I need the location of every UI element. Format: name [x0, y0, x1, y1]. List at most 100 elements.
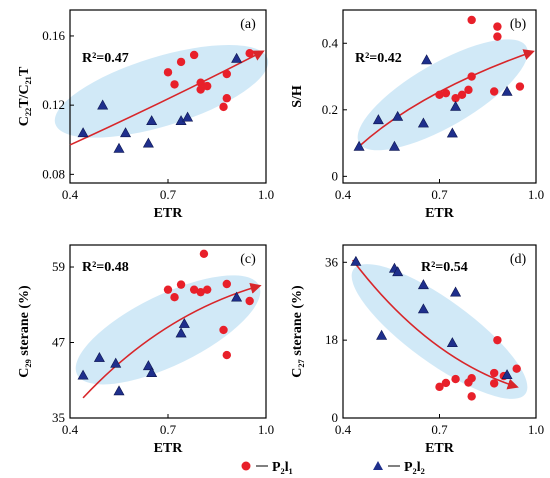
point-p2l1	[170, 293, 179, 302]
x-tick-label: 0.4	[62, 422, 79, 437]
y-axis-label: S/H	[290, 85, 305, 108]
point-p2l2	[110, 357, 122, 368]
point-p2l2	[392, 266, 404, 277]
x-axis-label: ETR	[425, 441, 455, 456]
point-p2l1	[464, 85, 473, 95]
point-p2l1	[493, 32, 502, 41]
point-p2l2	[350, 255, 362, 266]
x-tick-label: 0.7	[160, 422, 177, 437]
point-p2l1	[489, 87, 499, 96]
y-tick-label: 0	[332, 168, 339, 183]
y-tick-label: 47	[52, 335, 66, 350]
point-p2l1	[222, 94, 231, 103]
point-p2l2	[113, 385, 125, 396]
point-p2l2	[97, 99, 109, 110]
point-p2l1	[441, 88, 451, 98]
x-tick-label: 1.0	[528, 422, 544, 437]
x-tick-label: 0.4	[335, 187, 352, 202]
point-p2l2	[231, 291, 243, 302]
point-p2l2	[372, 114, 384, 125]
legend-marker-p2l1	[241, 461, 251, 471]
panel-tag: (a)	[240, 17, 256, 32]
point-p2l1	[222, 279, 231, 289]
point-p2l2	[417, 117, 429, 128]
point-p2l2	[446, 127, 458, 138]
point-p2l1	[222, 69, 231, 79]
y-tick-label: 0	[332, 410, 339, 425]
trend-arrow	[69, 50, 265, 146]
point-p2l1	[203, 285, 212, 294]
point-p2l1	[489, 368, 499, 378]
y-tick-label: 0.12	[42, 97, 65, 112]
point-p2l1	[493, 22, 502, 31]
point-p2l1	[219, 325, 228, 335]
point-p2l1	[199, 249, 209, 259]
point-p2l2	[417, 279, 429, 290]
panel-tag: (c)	[240, 252, 256, 267]
point-p2l1	[451, 374, 460, 384]
point-p2l1	[189, 285, 199, 294]
point-p2l1	[176, 280, 186, 289]
point-p2l2	[231, 52, 243, 63]
x-axis-label: ETR	[154, 441, 184, 456]
point-p2l1	[489, 379, 499, 388]
point-p2l1	[441, 378, 451, 388]
point-p2l2	[446, 337, 458, 348]
point-p2l2	[182, 111, 194, 122]
point-p2l1	[245, 296, 254, 306]
point-p2l1	[493, 335, 502, 345]
point-p2l1	[219, 102, 228, 112]
legend: P₂l₁ P₂l₂	[241, 460, 425, 475]
point-p2l2	[450, 286, 462, 297]
x-tick-label: 0.4	[335, 422, 352, 437]
point-p2l2	[450, 100, 462, 111]
point-p2l1	[245, 49, 254, 58]
point-p2l1	[196, 85, 205, 94]
point-p2l1	[512, 364, 521, 373]
point-p2l1	[467, 374, 476, 383]
point-p2l1	[451, 93, 460, 103]
point-p2l2	[421, 54, 433, 65]
y-tick-label: 0.2	[322, 102, 338, 117]
x-tick-label: 1.0	[258, 422, 274, 437]
x-axis-label: ETR	[154, 206, 184, 221]
point-p2l2	[93, 351, 105, 362]
point-p2l2	[501, 85, 513, 96]
point-p2l2	[142, 360, 154, 371]
cluster-ellipse	[351, 264, 528, 399]
x-axis-label: ETR	[425, 206, 455, 221]
y-axis-label: C₂₂T/C₂₁T	[17, 66, 32, 126]
x-tick-label: 0.7	[431, 187, 448, 202]
point-p2l1	[222, 350, 231, 360]
r-squared-label: R²=0.54	[421, 260, 468, 275]
point-p2l1	[163, 68, 173, 77]
y-tick-label: 0.4	[322, 35, 339, 50]
cluster-ellipse	[75, 275, 261, 385]
point-p2l2	[113, 142, 125, 153]
panel-d: 0.4 0.7 1.0 0 18 36 ETR C₂₇ sterane (%) (d) R²=0.…	[290, 244, 544, 456]
point-p2l2	[175, 327, 187, 338]
point-p2l1	[467, 15, 476, 25]
point-p2l1	[176, 57, 186, 67]
x-tick-label: 0.7	[431, 422, 448, 437]
point-p2l2	[178, 318, 190, 328]
point-p2l1	[196, 78, 205, 87]
point-p2l1	[163, 285, 173, 294]
point-p2l2	[77, 127, 89, 138]
point-p2l2	[146, 367, 158, 378]
point-p2l1	[170, 80, 179, 89]
point-p2l1	[203, 81, 212, 91]
point-p2l2	[388, 140, 400, 151]
y-tick-label: 35	[52, 410, 65, 425]
panel-a: 0.4 0.7 1.0 0.08 0.12 0.16 ETR C₂₂T/C₂₁T (a) R²=0…	[17, 9, 274, 221]
point-p2l1	[467, 72, 476, 81]
legend-label-p2l1: P₂l₁	[272, 460, 293, 475]
trend-arrow	[358, 49, 535, 147]
y-axis-label: C₂₉ sterane (%)	[17, 285, 32, 378]
panel-tag: (d)	[510, 252, 527, 267]
y-tick-label: 0.16	[42, 28, 65, 43]
x-tick-label: 0.4	[62, 187, 79, 202]
point-p2l2	[376, 329, 388, 340]
point-p2l1	[435, 90, 444, 100]
